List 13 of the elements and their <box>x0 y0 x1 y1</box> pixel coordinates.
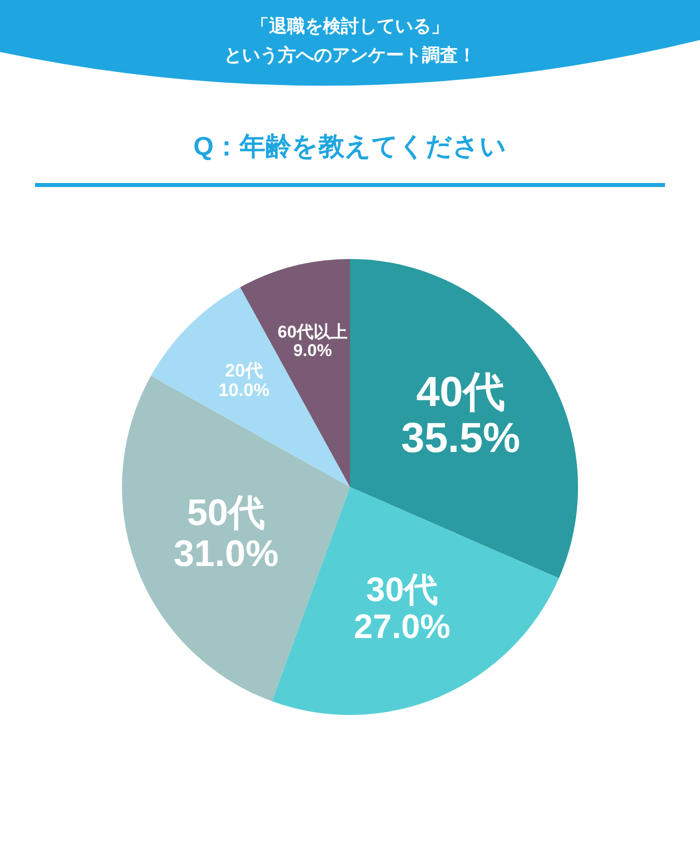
slice-label: 60代以上 <box>278 322 348 342</box>
data-label: 27.0% <box>354 608 450 646</box>
chart-title: 「退職を検討している」という方へのアンケート調査！ <box>223 15 477 67</box>
slice-label: 20代 <box>224 360 263 380</box>
data-label: 31.0% <box>174 532 279 574</box>
slice-label: 30代 <box>366 570 438 609</box>
slice-label: 50代 <box>186 492 266 534</box>
data-label: 10.0% <box>218 380 270 400</box>
chart-subtitle: Q：年齢を教えてください <box>193 131 507 161</box>
slice-label: 40代 <box>416 368 506 415</box>
data-label: 9.0% <box>293 341 332 360</box>
pie-slice <box>150 287 350 487</box>
data-label: 35.5% <box>401 414 520 462</box>
